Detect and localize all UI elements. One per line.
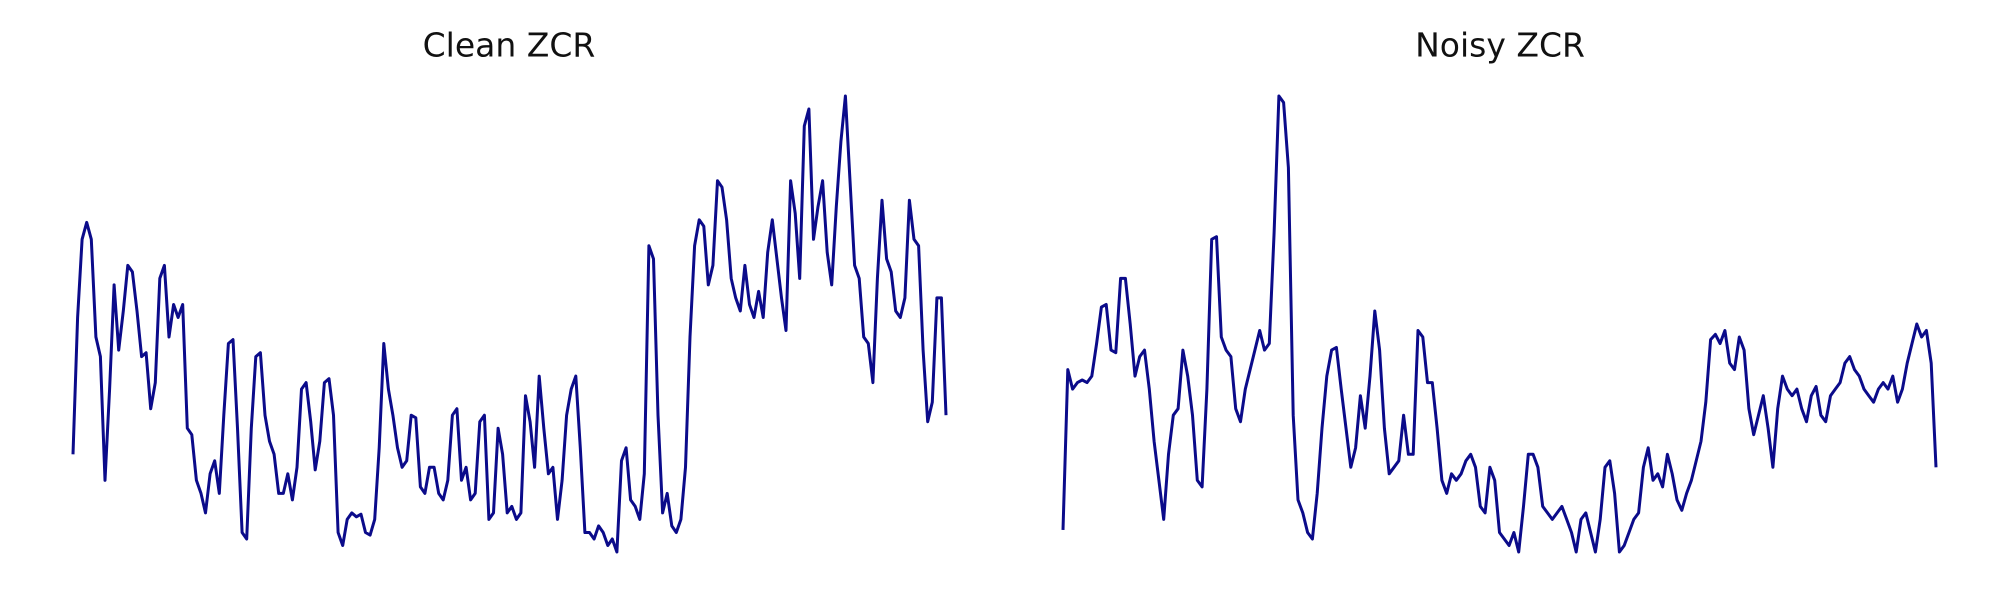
data-line [71, 94, 948, 554]
chart-title: Clean ZCR [423, 26, 596, 65]
chart-title: Noisy ZCR [1415, 26, 1585, 65]
data-line [1061, 94, 1938, 554]
